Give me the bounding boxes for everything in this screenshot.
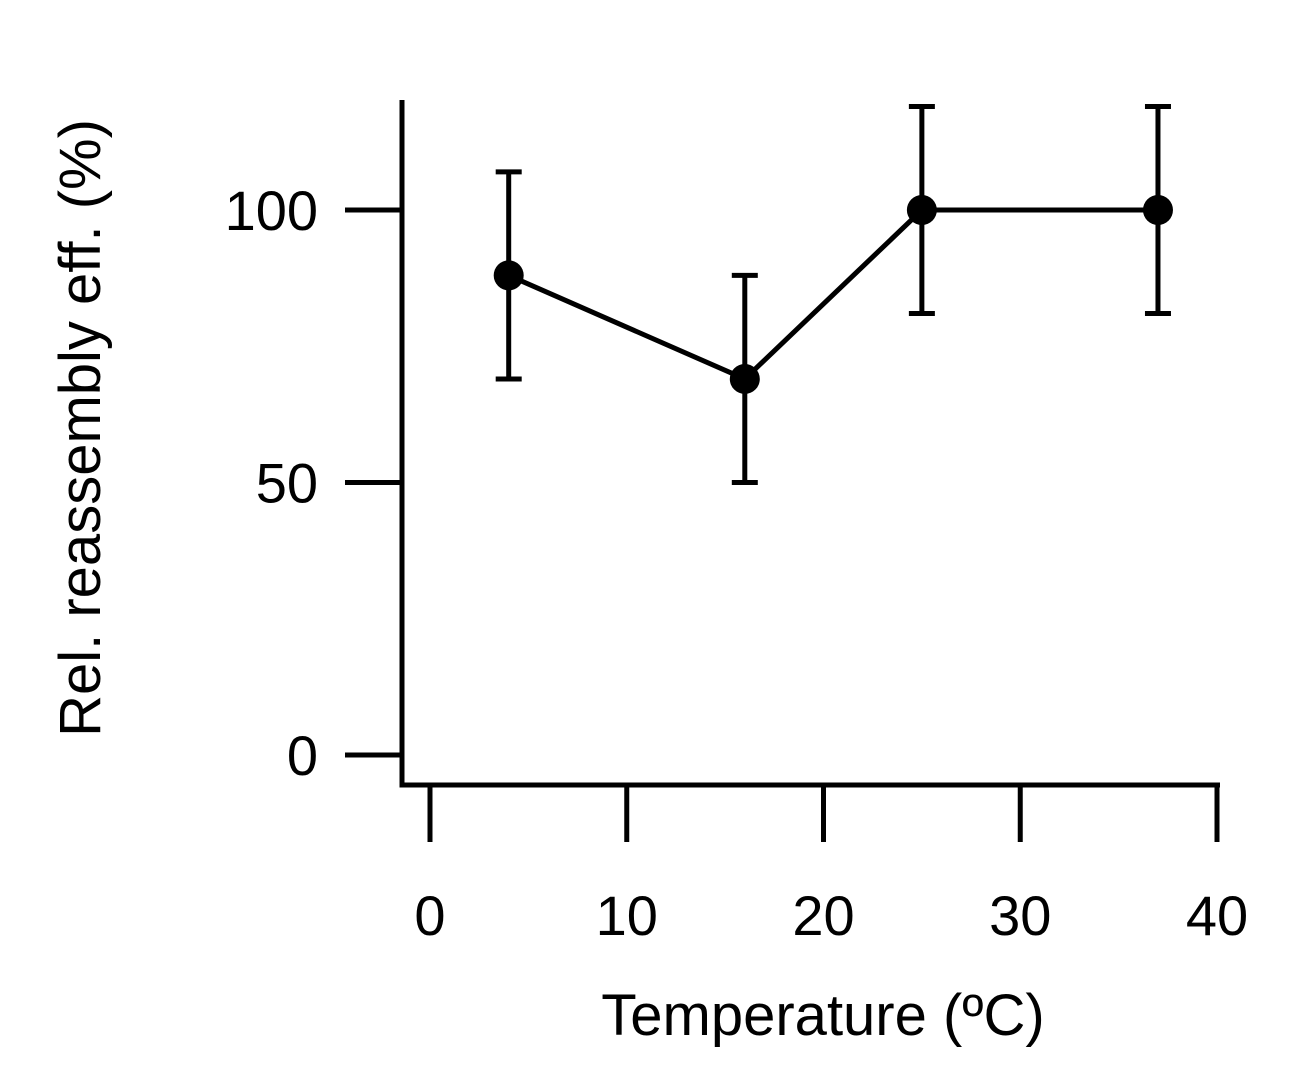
y-tick-label: 50 xyxy=(256,452,318,515)
data-point xyxy=(493,260,524,291)
y-ticks: 0 50 100 xyxy=(225,179,402,787)
data-point xyxy=(1142,195,1173,225)
x-ticks: 0 10 20 30 40 xyxy=(414,785,1248,947)
x-tick-label: 20 xyxy=(792,884,854,947)
y-tick-label: 0 xyxy=(287,724,318,787)
x-tick-label: 0 xyxy=(414,884,445,947)
y-axis-title: Rel. reassembly eff. (%) xyxy=(48,119,113,737)
axes xyxy=(399,100,1220,788)
x-tick-label: 40 xyxy=(1186,884,1248,947)
series-line xyxy=(507,207,1158,382)
data-point xyxy=(729,363,760,394)
y-tick-label: 100 xyxy=(225,179,318,242)
data-points xyxy=(493,195,1173,394)
x-axis-title: Temperature (ºC) xyxy=(601,983,1044,1048)
x-tick-label: 30 xyxy=(989,884,1051,947)
data-point xyxy=(906,195,937,225)
x-tick-label: 10 xyxy=(596,884,658,947)
